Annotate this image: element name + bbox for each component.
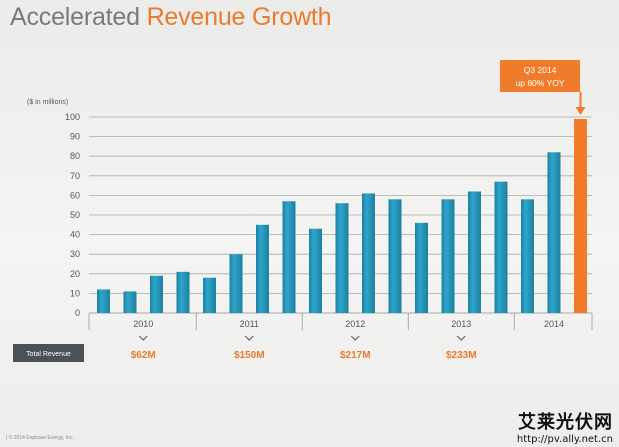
total-revenue-value: $233M (446, 350, 477, 361)
x-year-label: 2012 (345, 319, 365, 329)
bar (388, 199, 402, 313)
chevron-down-icon (456, 335, 466, 341)
total-revenue-value: $150M (234, 350, 265, 361)
bar (203, 277, 216, 313)
bar (150, 275, 163, 313)
watermark: 艾莱光伏网 http://pv.ally.net.cn (517, 408, 613, 445)
callout-box (500, 60, 580, 92)
chevron-down-icon (244, 335, 254, 341)
bar-highlight (574, 118, 587, 314)
title-part-2: Revenue Growth (146, 3, 332, 31)
bar (441, 199, 455, 313)
bar (362, 193, 375, 313)
total-revenue-value: $217M (340, 350, 371, 361)
slide-title: Accelerated Revenue Growth (10, 3, 332, 32)
title-part-1: Accelerated (10, 3, 140, 31)
bar (97, 289, 110, 313)
bar (229, 254, 243, 313)
y-tick-label: 50 (70, 210, 80, 220)
bar (547, 152, 561, 313)
callout-line-2: up 60% YOY (516, 78, 565, 88)
bar (494, 181, 508, 313)
bar (415, 222, 428, 313)
bar (468, 191, 481, 313)
watermark-url: http://pv.ally.net.cn (516, 434, 613, 445)
total-revenue-value: $62M (131, 350, 156, 361)
y-tick-label: 10 (70, 288, 80, 298)
bar (521, 199, 534, 313)
chevron-down-icon (138, 335, 148, 341)
bar (256, 224, 269, 313)
x-year-label: 2014 (544, 319, 564, 329)
y-tick-label: 90 (70, 132, 80, 142)
callout-arrow-head (575, 107, 586, 115)
chevron-down-icon (350, 335, 360, 341)
y-tick-label: 0 (75, 308, 80, 318)
y-tick-label: 20 (70, 269, 80, 279)
total-revenue-label: Total Revenue (26, 351, 71, 358)
watermark-title: 艾莱光伏网 (518, 412, 613, 433)
y-axis-label: ($ in millions) (27, 99, 68, 106)
bar (309, 228, 322, 313)
y-tick-label: 70 (70, 171, 80, 181)
y-tick-label: 40 (70, 230, 80, 240)
bar (282, 201, 296, 313)
x-year-label: 2013 (451, 319, 471, 329)
y-tick-label: 60 (70, 190, 80, 200)
bar (123, 291, 137, 313)
callout-line-1: Q3 2014 (524, 65, 557, 75)
total-revenue-box (13, 344, 84, 362)
x-year-label: 2010 (133, 319, 153, 329)
y-tick-label: 80 (70, 151, 80, 161)
y-tick-label: 100 (65, 112, 80, 122)
copyright-footer: | © 2014 Enphase Energy, Inc. (6, 435, 74, 441)
y-tick-label: 30 (70, 249, 80, 259)
bar (176, 271, 190, 313)
bar (335, 203, 349, 313)
x-year-label: 2011 (240, 319, 259, 329)
